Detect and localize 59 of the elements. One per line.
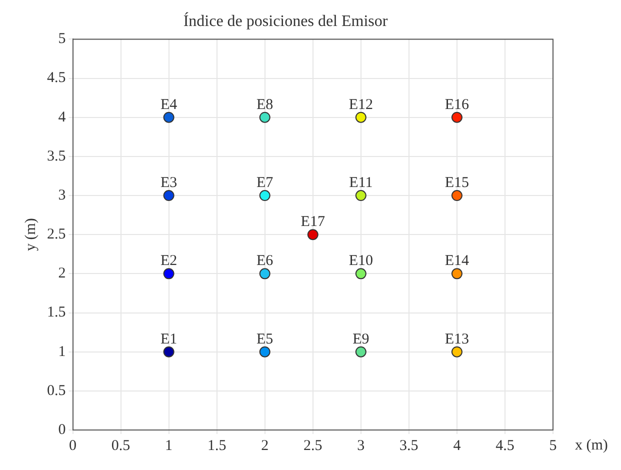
point [451,268,462,280]
point [307,229,318,240]
y-tick-label: 1 [58,344,66,360]
y-tick-label: 3 [58,187,66,204]
point [451,112,462,123]
x-tick-label: 1.5 [207,438,226,454]
series-label: E13 [444,331,470,348]
series-label: E4 [160,96,178,113]
series-label: E8 [256,96,274,113]
point [259,190,270,202]
series-label: E7 [256,174,274,191]
point [355,112,366,123]
series-label: E17 [300,214,326,230]
y-tick-label: 4 [58,109,66,126]
series-label: E2 [160,253,178,270]
point [355,190,366,202]
x-tick-label: 0 [69,438,76,454]
point [451,346,462,358]
chart-title: Índice de posiciones del Emisor [183,12,388,30]
y-tick-label: 5 [58,31,66,48]
point [163,346,174,358]
series-label: E1 [160,331,178,348]
point [451,190,462,202]
point [355,346,366,358]
y-tick-label: 2.5 [47,226,66,243]
point [163,190,174,202]
series-label: E16 [444,96,470,113]
series-label: E12 [348,96,373,113]
point [163,268,174,280]
y-tick-label: 4.5 [47,70,66,86]
x-tick-label: 3.5 [400,438,418,454]
series-label: E15 [444,174,470,191]
point [259,346,270,358]
x-tick-label: 5 [549,438,557,454]
y-axis-title: y (m) [22,218,39,252]
point [355,268,366,280]
point [163,112,174,123]
series-label: E3 [160,174,178,191]
x-tick-label: 0.5 [111,438,130,454]
series-label: E9 [352,331,370,348]
series-label: E10 [348,253,373,270]
series-label: E5 [256,331,274,348]
series-label: E11 [349,174,373,191]
point [259,268,270,280]
x-axis-title: x (m) [575,437,608,454]
y-tick-label: 0.5 [47,382,66,399]
x-tick-label: 2.5 [304,438,322,454]
series-label: E6 [256,253,274,270]
series-label: E14 [444,253,470,270]
y-tick-label: 2 [58,266,66,282]
y-tick-label: 0 [58,422,66,438]
x-tick-label: 1 [165,438,173,454]
x-tick-label: 2 [261,438,269,454]
x-tick-label: 4 [453,438,462,454]
x-tick-label: 4.5 [496,438,514,454]
y-tick-label: 1.5 [47,304,66,321]
point [259,112,270,123]
y-tick-label: 3.5 [47,148,66,164]
x-tick-label: 3 [357,438,365,454]
